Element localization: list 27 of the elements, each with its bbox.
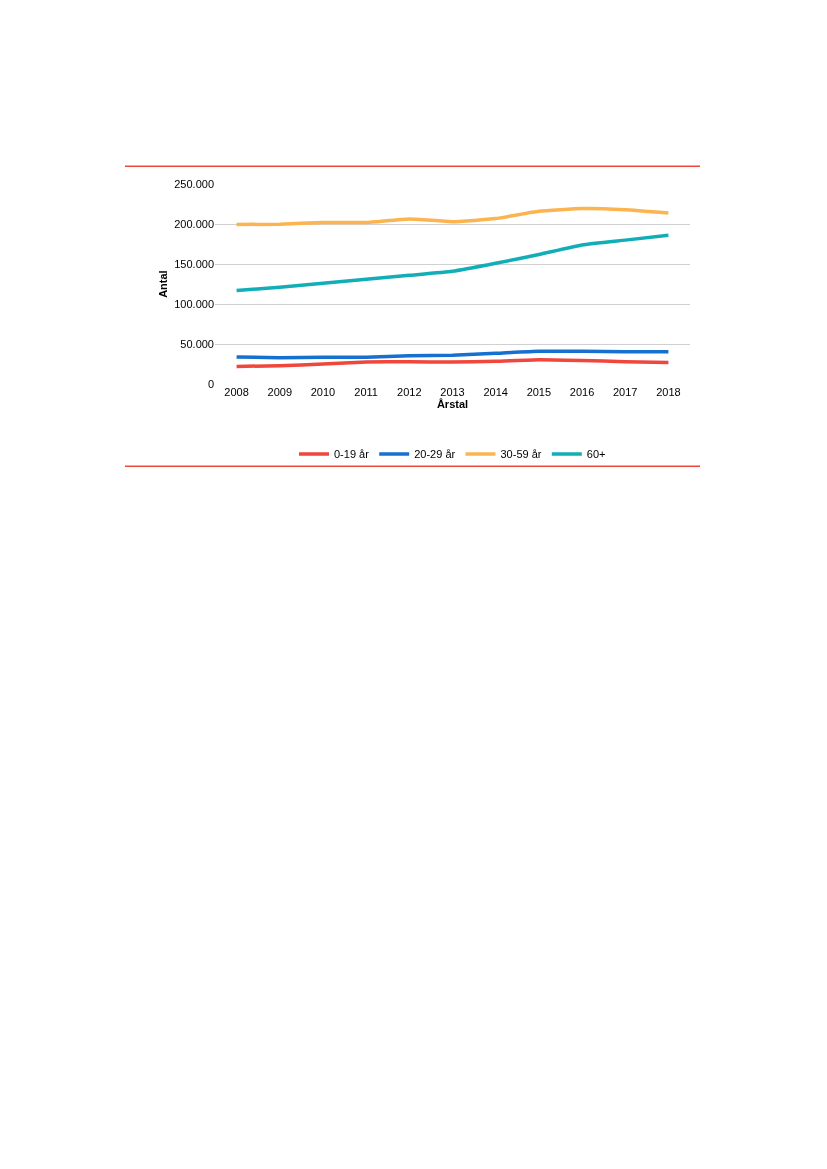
x-tick-label: 2011	[354, 386, 378, 399]
x-tick-label: 2012	[397, 386, 422, 399]
legend-label: 20-29 år	[414, 448, 456, 461]
x-tick-label: 2015	[526, 386, 552, 399]
legend-label: 0-19 år	[334, 448, 370, 461]
x-tick-label: 2018	[656, 386, 681, 399]
y-axis-title: Antal	[156, 270, 169, 298]
y-tick-label: 50.000	[180, 337, 214, 350]
line-series	[234, 357, 671, 369]
x-tick-label: 2017	[612, 386, 638, 399]
line-series	[234, 206, 671, 227]
y-tick-label: 100.000	[174, 297, 214, 310]
x-tick-label: 2010	[310, 386, 336, 399]
y-tick-label: 200.000	[174, 217, 214, 230]
x-tick-label: 2016	[569, 386, 595, 399]
x-axis-title: Årstal	[436, 398, 469, 411]
x-tick-label: 2013	[440, 386, 465, 399]
x-tick-label: 2009	[267, 386, 293, 399]
y-tick-label: 0	[207, 377, 214, 390]
y-tick-label: 250.000	[174, 178, 214, 190]
legend-label: 60+	[586, 448, 606, 461]
x-tick-label: 2008	[224, 386, 249, 399]
legend-label: 30-59 år	[500, 448, 542, 461]
line-series	[234, 233, 671, 293]
x-tick-label: 2014	[483, 386, 508, 399]
y-tick-label: 150.000	[174, 257, 214, 270]
line-series	[234, 349, 671, 360]
